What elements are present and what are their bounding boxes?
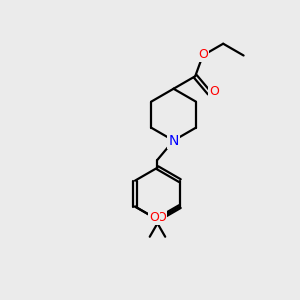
Text: O: O <box>209 85 219 98</box>
Text: O: O <box>156 211 166 224</box>
Text: O: O <box>198 47 208 61</box>
Text: N: N <box>168 134 179 148</box>
Text: O: O <box>149 211 159 224</box>
